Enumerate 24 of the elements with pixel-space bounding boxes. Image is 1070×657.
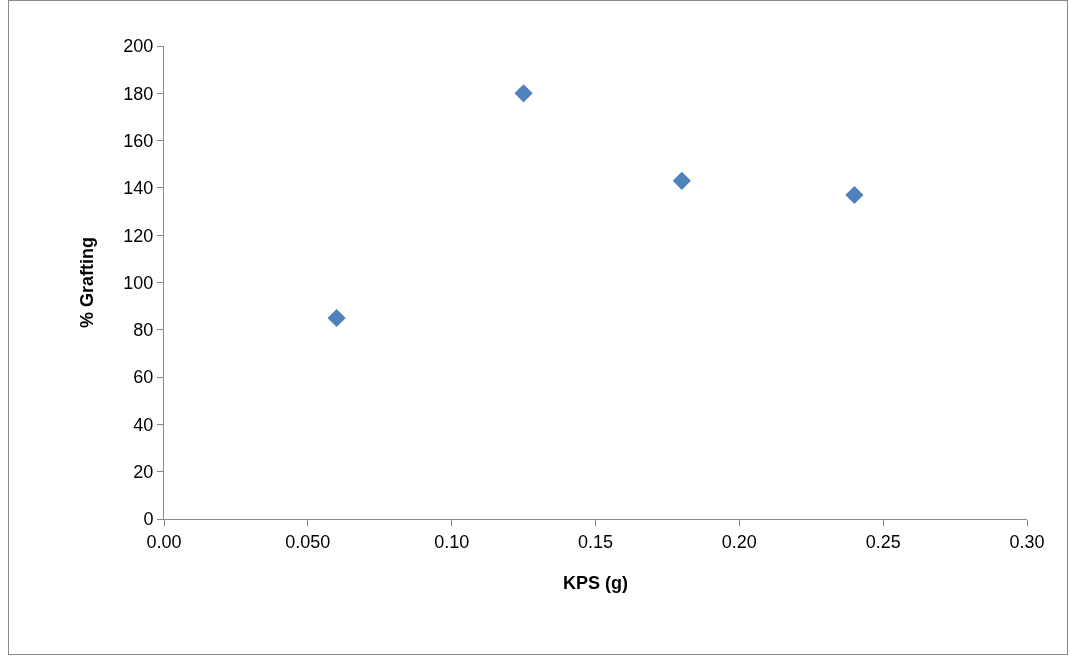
y-tick-label: 40 bbox=[133, 414, 154, 435]
x-tick-label: 0.30 bbox=[1009, 531, 1045, 552]
x-axis-title: KPS (g) bbox=[563, 572, 628, 593]
x-tick-label: 0.15 bbox=[577, 531, 614, 552]
y-tick-label: 160 bbox=[123, 130, 154, 151]
x-tick-label: 0.050 bbox=[285, 531, 331, 552]
y-axis-title: % Grafting bbox=[76, 236, 97, 329]
y-tick-label: 100 bbox=[123, 272, 154, 293]
point bbox=[514, 84, 533, 103]
x-tick-label: 0.10 bbox=[434, 531, 470, 552]
y-tick-label: 20 bbox=[133, 462, 154, 482]
x-tick-label: 0.25 bbox=[865, 531, 901, 552]
y-tick-label: 120 bbox=[123, 225, 154, 246]
y-tick-label: 200 bbox=[123, 36, 154, 57]
y-tick-label: 60 bbox=[133, 367, 154, 388]
x-tick-label: 0.00 bbox=[146, 531, 182, 552]
y-tick-label: 80 bbox=[133, 320, 154, 341]
x-tick-label: 0.20 bbox=[721, 531, 757, 552]
y-tick-label: 0 bbox=[143, 509, 154, 530]
point bbox=[327, 308, 346, 328]
point bbox=[845, 185, 864, 205]
point bbox=[672, 171, 691, 190]
y-tick-label: 180 bbox=[123, 83, 154, 104]
y-tick-label: 140 bbox=[123, 178, 154, 199]
